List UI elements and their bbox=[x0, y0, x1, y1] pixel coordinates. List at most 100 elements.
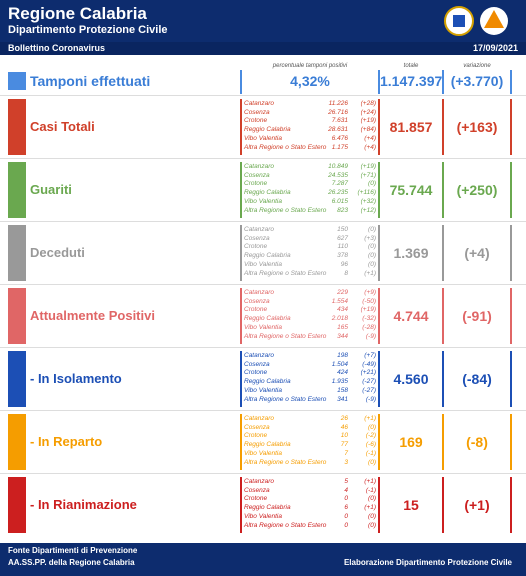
section-total: 81.857 bbox=[389, 119, 433, 135]
section-change: (-84) bbox=[462, 371, 492, 387]
province-name: Altra Regione o Stato Estero bbox=[244, 458, 327, 466]
divider bbox=[442, 288, 444, 344]
province-name: Vibo Valentia bbox=[244, 197, 282, 205]
province-name: Catanzaro bbox=[244, 352, 274, 359]
province-change: (+4) bbox=[364, 143, 376, 151]
province-value: 0 bbox=[344, 521, 348, 529]
province-value: 1.504 bbox=[331, 360, 348, 368]
province-name: Reggio Calabria bbox=[244, 126, 291, 134]
divider bbox=[510, 99, 512, 155]
section-rule bbox=[0, 221, 526, 222]
province-value: 424 bbox=[337, 369, 348, 377]
province-change: (+32) bbox=[360, 197, 376, 205]
divider bbox=[442, 477, 444, 533]
province-name: Catanzaro bbox=[244, 100, 274, 107]
province-name: Altra Regione o Stato Estero bbox=[244, 143, 327, 151]
divider bbox=[442, 99, 444, 155]
province-change: (-9) bbox=[365, 332, 376, 340]
province-value: 11.226 bbox=[328, 100, 348, 107]
section-title: Deceduti bbox=[30, 245, 85, 260]
province-change: (-27) bbox=[362, 386, 376, 394]
percent: 4,32% bbox=[290, 73, 330, 89]
province-change: (+1) bbox=[364, 504, 376, 512]
province-name: Crotone bbox=[244, 117, 268, 125]
divider bbox=[442, 225, 444, 281]
divider bbox=[240, 70, 242, 94]
bulletin-label: Bollettino Coronavirus bbox=[8, 43, 106, 53]
province-name: Altra Regione o Stato Estero bbox=[244, 206, 327, 214]
divider bbox=[442, 351, 444, 407]
province-change: (0) bbox=[368, 243, 376, 251]
province-change: (+7) bbox=[364, 352, 376, 359]
section-title: - In Isolamento bbox=[30, 371, 122, 386]
province-value: 1.175 bbox=[331, 143, 348, 151]
footer-source: Fonte Dipartimenti di Prevenzione bbox=[8, 546, 138, 555]
province-name: Reggio Calabria bbox=[244, 252, 291, 260]
province-value: 24.535 bbox=[328, 171, 348, 179]
province-value: 198 bbox=[337, 352, 348, 359]
divider bbox=[378, 351, 380, 407]
divider bbox=[442, 414, 444, 470]
province-name: Cosenza bbox=[244, 171, 270, 179]
province-value: 378 bbox=[337, 252, 348, 260]
province-name: Vibo Valentia bbox=[244, 260, 282, 268]
province-value: 158 bbox=[337, 386, 348, 394]
divider bbox=[240, 351, 242, 407]
province-change: (+19) bbox=[360, 117, 376, 125]
divider bbox=[510, 70, 512, 94]
province-change: (+1) bbox=[364, 269, 376, 277]
section-change: (+1) bbox=[464, 497, 490, 513]
section-total: 15 bbox=[403, 497, 419, 513]
section-change: (+4) bbox=[464, 245, 490, 261]
province-value: 165 bbox=[337, 323, 348, 331]
divider bbox=[240, 288, 242, 344]
divider bbox=[510, 225, 512, 281]
province-name: Cosenza bbox=[244, 423, 270, 431]
province-name: Reggio Calabria bbox=[244, 504, 291, 512]
province-name: Crotone bbox=[244, 495, 268, 503]
province-name: Reggio Calabria bbox=[244, 315, 291, 323]
divider bbox=[510, 351, 512, 407]
province-value: 6.476 bbox=[331, 134, 348, 142]
province-change: (+1) bbox=[364, 415, 376, 422]
province-change: (+19) bbox=[360, 306, 376, 314]
province-change: (-1) bbox=[365, 486, 376, 494]
province-change: (-2) bbox=[365, 432, 376, 440]
province-change: (+21) bbox=[360, 369, 376, 377]
province-change: (-27) bbox=[362, 378, 376, 386]
province-value: 150 bbox=[337, 226, 348, 233]
province-value: 110 bbox=[337, 243, 348, 251]
province-value: 96 bbox=[340, 260, 348, 268]
province-name: Vibo Valentia bbox=[244, 449, 282, 457]
divider bbox=[240, 162, 242, 218]
province-name: Catanzaro bbox=[244, 163, 274, 170]
divider bbox=[378, 70, 380, 94]
tamponi-change: (+3.770) bbox=[450, 73, 504, 89]
province-change: (0) bbox=[368, 512, 376, 520]
section-block bbox=[8, 288, 26, 344]
province-name: Reggio Calabria bbox=[244, 378, 291, 386]
province-change: (+84) bbox=[360, 126, 376, 134]
province-value: 627 bbox=[337, 234, 348, 242]
province-value: 26.716 bbox=[328, 108, 348, 116]
change-label: variazione bbox=[463, 63, 491, 69]
province-change: (-6) bbox=[365, 441, 376, 449]
section-title: Guariti bbox=[30, 182, 72, 197]
province-change: (+3) bbox=[364, 234, 376, 242]
province-name: Altra Regione o Stato Estero bbox=[244, 332, 327, 340]
divider bbox=[240, 225, 242, 281]
province-change: (-9) bbox=[365, 395, 376, 403]
province-value: 0 bbox=[344, 495, 348, 503]
section-title: Casi Totali bbox=[30, 119, 95, 134]
divider bbox=[510, 414, 512, 470]
section-title: - In Reparto bbox=[30, 434, 103, 449]
footer-band bbox=[0, 543, 526, 576]
province-value: 6.015 bbox=[331, 197, 348, 205]
section-title: - In Rianimazione bbox=[30, 497, 137, 512]
province-value: 7.287 bbox=[331, 180, 348, 188]
province-name: Crotone bbox=[244, 369, 268, 377]
tamponi-total: 1.147.397 bbox=[380, 73, 443, 89]
province-value: 10 bbox=[340, 432, 348, 440]
province-name: Catanzaro bbox=[244, 415, 274, 422]
